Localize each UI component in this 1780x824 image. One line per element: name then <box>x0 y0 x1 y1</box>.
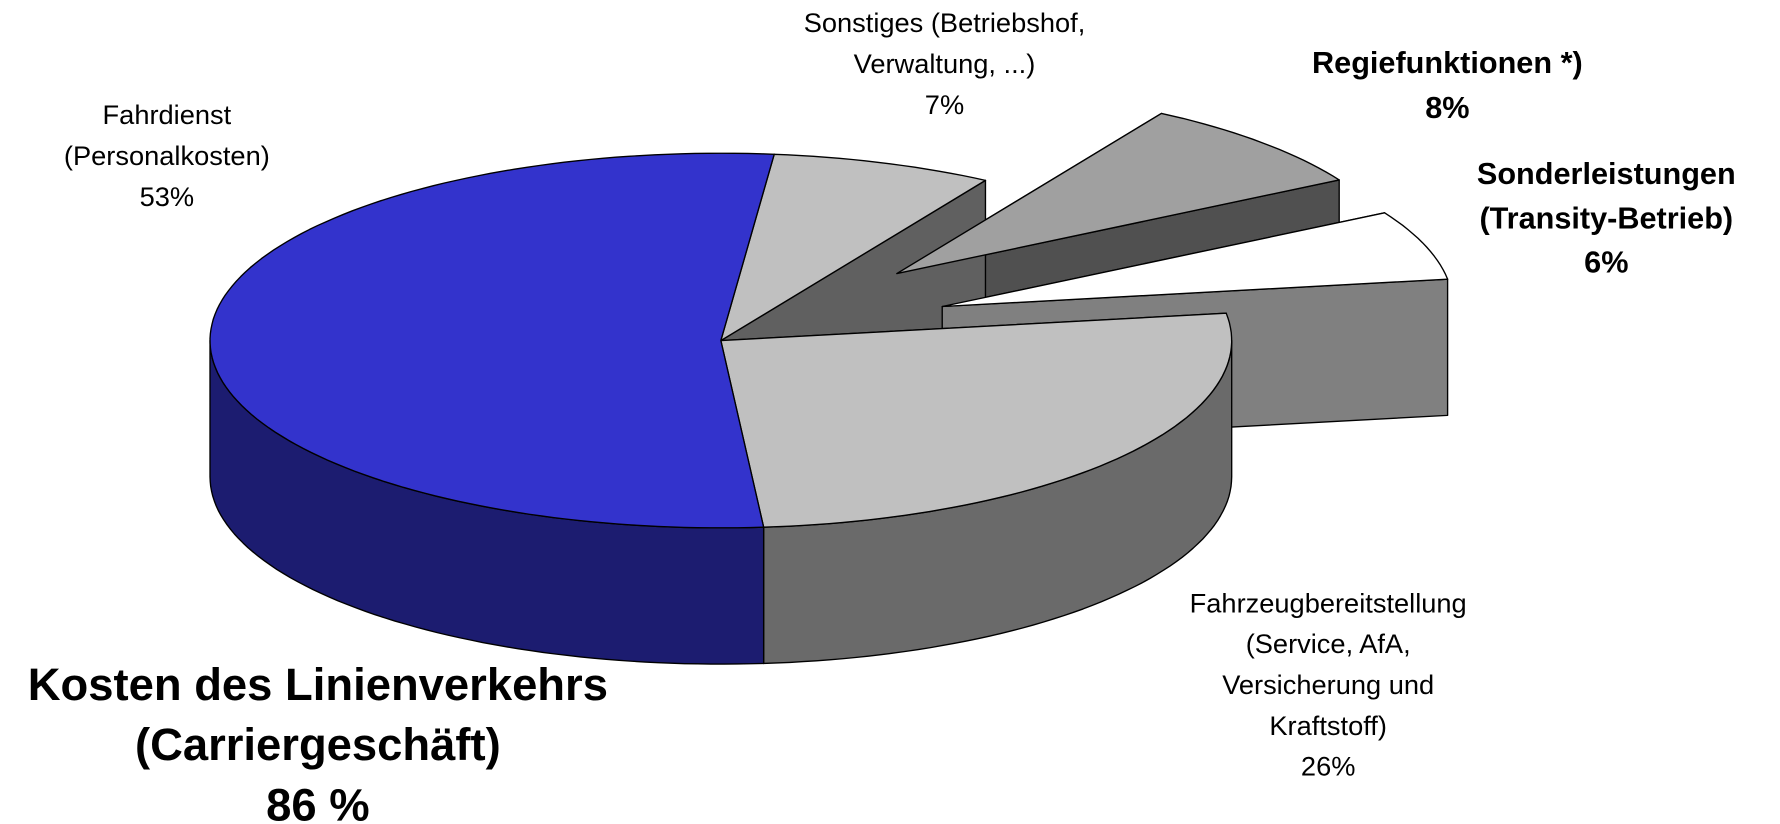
slice-label: Verwaltung, ...) <box>854 48 1036 79</box>
value-label: 7% <box>925 89 964 120</box>
slice <box>209 152 775 529</box>
value-label: 53% <box>140 181 195 212</box>
annotation: 86 % <box>266 779 369 824</box>
slice-label: Sonstiges (Betriebshof, <box>804 7 1086 38</box>
slice <box>896 112 1340 275</box>
annotation: (Carriergeschäft) <box>135 719 501 770</box>
slice <box>720 312 1233 528</box>
slice-label: (Service, AfA, <box>1246 628 1411 659</box>
slice-label: Versicherung und <box>1222 669 1434 700</box>
value-label: 6% <box>1584 246 1628 280</box>
slice-label: (Transity-Betrieb) <box>1479 201 1733 235</box>
slice <box>720 153 987 342</box>
slice-label: (Personalkosten) <box>64 140 270 171</box>
slice-label: Fahrzeugbereitstellung <box>1190 587 1467 618</box>
value-label: 26% <box>1301 751 1356 782</box>
value-label: 8% <box>1425 91 1469 125</box>
annotation: Kosten des Linienverkehrs <box>28 659 608 710</box>
slice-label: Kraftstoff) <box>1269 710 1387 741</box>
slice <box>941 212 1449 308</box>
slice-label: Fahrdienst <box>103 99 232 130</box>
slice-label: Sonderleistungen <box>1477 157 1736 191</box>
slice-label: Regiefunktionen *) <box>1312 46 1583 80</box>
plot: Sonstiges (Betriebshof, Verwaltung, ...) 7… <box>28 7 1736 824</box>
